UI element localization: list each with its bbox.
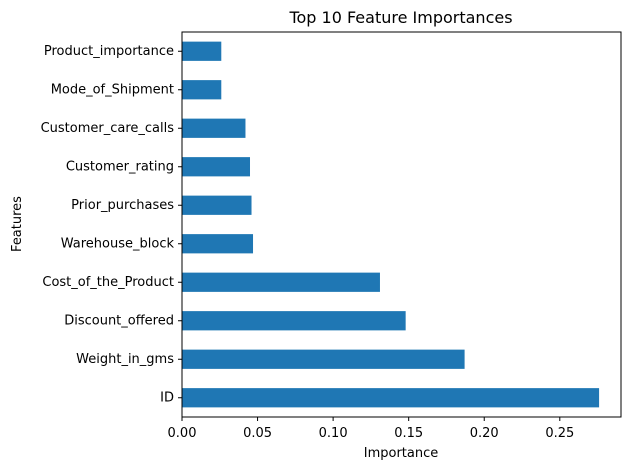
y-tick-label: Cost_of_the_Product xyxy=(42,275,174,290)
y-tick-label: Weight_in_gms xyxy=(76,352,174,367)
y-tick-label: Warehouse_block xyxy=(61,236,175,251)
y-axis-label: Features xyxy=(10,196,25,252)
x-tick-label: 0.10 xyxy=(319,426,348,441)
bar xyxy=(182,234,254,254)
bar xyxy=(182,41,222,61)
plot-frame xyxy=(181,31,622,418)
y-tick-label: Mode_of_Shipment xyxy=(51,82,174,97)
y-tick-label: Product_importance xyxy=(44,44,174,59)
y-tick-label: Prior_purchases xyxy=(71,198,174,213)
bar xyxy=(182,80,222,100)
x-tick-label: 0.15 xyxy=(394,426,423,441)
plot-area: ID Weight_in_gms Discount_offered Cost_of_t… xyxy=(41,41,600,441)
bar xyxy=(182,349,465,369)
bar xyxy=(182,311,406,331)
y-tick-label: Customer_care_calls xyxy=(41,121,175,136)
bar xyxy=(182,157,251,177)
y-tick-label: Customer_rating xyxy=(66,159,174,174)
x-tick-label: 0.25 xyxy=(545,426,574,441)
bar xyxy=(182,388,600,408)
x-tick-label: 0.20 xyxy=(470,426,499,441)
y-tick-label: Discount_offered xyxy=(64,313,174,328)
y-tick-label: ID xyxy=(160,390,174,405)
x-tick-label: 0.05 xyxy=(243,426,272,441)
bar xyxy=(182,195,252,215)
bar xyxy=(182,272,380,292)
x-axis-label: Importance xyxy=(364,446,439,461)
chart-title: Top 10 Feature Importances xyxy=(288,8,512,27)
x-tick-label: 0.00 xyxy=(168,426,197,441)
bar xyxy=(182,118,246,138)
